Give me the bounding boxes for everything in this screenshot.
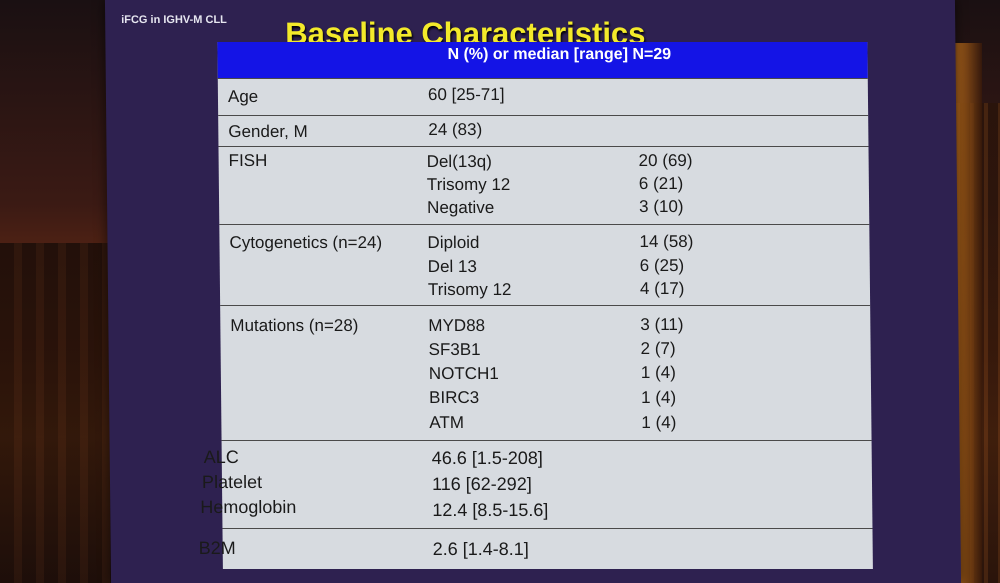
list-item: Negative bbox=[427, 198, 495, 217]
list-item-value: 3 (10) bbox=[639, 197, 684, 216]
row-label: Hemoglobin bbox=[200, 497, 297, 517]
row-value: 12.4 [8.5-15.6] bbox=[432, 500, 549, 520]
list-item-value: 6 (21) bbox=[638, 174, 684, 193]
list-item: Trisomy 12 bbox=[427, 280, 512, 299]
row-label: Mutations (n=28) bbox=[230, 316, 359, 335]
table-header-text: N (%) or median [range] N=29 bbox=[447, 46, 672, 63]
row-value: 2.6 [1.4-8.1] bbox=[432, 539, 529, 559]
list-item-value: 1 (4) bbox=[641, 388, 677, 407]
row-label: Gender, M bbox=[228, 122, 308, 141]
slide-tag: iFCG in IGHV-M CLL bbox=[121, 14, 227, 26]
list-item: Del(13q) bbox=[426, 152, 492, 171]
list-item-value: 3 (11) bbox=[640, 315, 684, 334]
list-item-value: 20 (69) bbox=[638, 151, 693, 170]
table-row-age: Age 60 [25-71] bbox=[217, 78, 869, 115]
table-row-fish: FISH Del(13q) 20 (69) Trisomy 12 6 (21) … bbox=[218, 146, 870, 224]
list-item: BIRC3 bbox=[429, 388, 480, 407]
table-row-gender: Gender, M 24 (83) bbox=[218, 115, 869, 146]
row-value: 60 [25-71] bbox=[427, 85, 505, 104]
list-item: Trisomy 12 bbox=[426, 175, 511, 194]
presentation-slide: iFCG in IGHV-M CLL Baseline Characterist… bbox=[104, 0, 962, 583]
row-label: FISH bbox=[228, 151, 268, 170]
table-row-b2m: B2M 2.6 [1.4-8.1] bbox=[199, 528, 873, 569]
row-label: ALC bbox=[203, 447, 239, 467]
row-value: 24 (83) bbox=[428, 120, 483, 139]
list-item-value: 4 (17) bbox=[639, 279, 685, 298]
list-item-value: 2 (7) bbox=[640, 339, 676, 358]
list-item-value: 6 (25) bbox=[639, 256, 685, 275]
list-item: Diploid bbox=[427, 233, 480, 252]
list-item: NOTCH1 bbox=[428, 364, 499, 383]
list-item: SF3B1 bbox=[428, 340, 481, 359]
list-item-value: 1 (4) bbox=[641, 413, 677, 432]
row-value: 46.6 [1.5-208] bbox=[431, 448, 543, 468]
row-label: Platelet bbox=[201, 472, 263, 492]
row-label: B2M bbox=[198, 538, 236, 558]
row-label: Age bbox=[227, 87, 259, 106]
table-row-mutations: Mutations (n=28) MYD88 3 (11) SF3B1 2 (7… bbox=[220, 305, 872, 440]
list-item: Del 13 bbox=[427, 257, 477, 276]
row-label: Cytogenetics (n=24) bbox=[229, 233, 383, 252]
list-item-value: 14 (58) bbox=[639, 232, 694, 251]
table-row-labs: ALC 46.6 [1.5-208] Platelet 116 [62-292]… bbox=[200, 440, 873, 528]
list-item: MYD88 bbox=[428, 316, 486, 335]
table-header: N (%) or median [range] N=29 bbox=[217, 42, 868, 78]
baseline-table: N (%) or median [range] N=29 Age 60 [25-… bbox=[199, 42, 873, 569]
row-value: 116 [62-292] bbox=[431, 474, 532, 494]
list-item-value: 1 (4) bbox=[640, 363, 676, 382]
list-item: ATM bbox=[429, 413, 465, 432]
table-row-cytogenetics: Cytogenetics (n=24) Diploid 14 (58) Del … bbox=[219, 224, 871, 305]
